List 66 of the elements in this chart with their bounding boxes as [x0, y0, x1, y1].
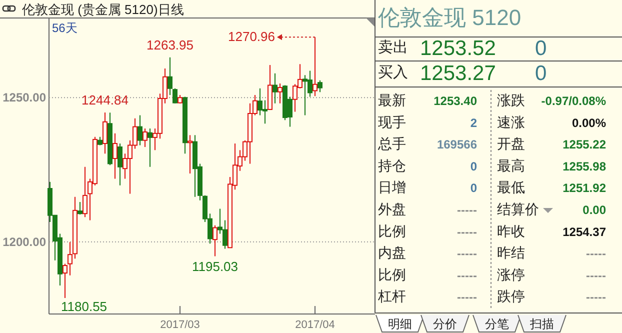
text: 跌停	[497, 288, 525, 304]
chart-title: 伦敦金现 (贵金属 5120)日线	[22, 2, 184, 17]
text: 持仓	[378, 157, 406, 174]
text: 最高	[497, 157, 525, 174]
x-tick-label: 2017/03	[160, 319, 200, 331]
annotation: 1263.95	[146, 37, 194, 52]
text: 速涨	[497, 114, 525, 130]
text: 0	[535, 37, 547, 60]
text: -----	[586, 268, 606, 282]
text: 卖出	[378, 39, 408, 56]
text: -----	[586, 246, 606, 261]
text: 日增	[378, 179, 406, 196]
candlestick	[102, 112, 108, 154]
text: 1255.22	[562, 138, 606, 152]
text: 比例	[378, 222, 406, 239]
annotation: 1244.84	[82, 92, 128, 108]
text: 结算价	[497, 201, 539, 217]
text: 169566	[436, 138, 478, 152]
candlestick	[312, 36, 318, 97]
text: 涨停	[497, 266, 525, 282]
candlestick	[272, 72, 278, 104]
text: 比例	[378, 266, 406, 282]
text: -----	[457, 224, 477, 239]
text: 1254.37	[562, 224, 606, 239]
text: 2	[470, 116, 478, 130]
text: 0	[470, 181, 478, 196]
text: 0.00%	[572, 116, 606, 130]
text: 开盘	[497, 136, 525, 152]
text: -----	[457, 268, 477, 282]
text: 涨跌	[497, 92, 525, 108]
annotation: 1270.96	[228, 29, 275, 44]
text: 伦敦金现 5120	[378, 5, 522, 30]
text: 1253.40	[434, 94, 478, 108]
candlestick	[148, 128, 152, 168]
candlestick	[68, 242, 72, 276]
text: 昨收	[497, 222, 525, 239]
text: 外盘	[378, 201, 406, 217]
text: 买入	[378, 64, 408, 81]
y-tick-label: 1250.00	[2, 90, 46, 105]
text: 杠杆	[377, 288, 406, 304]
text: 内盘	[378, 244, 406, 261]
text: 昨结	[497, 244, 525, 261]
candlestick	[188, 134, 192, 174]
text: 0	[535, 62, 547, 85]
text: 最新	[378, 92, 406, 108]
text: 1251.92	[562, 181, 606, 196]
text: -----	[457, 290, 477, 304]
annotation: 56天	[52, 21, 78, 35]
candlestick	[72, 196, 78, 260]
text: -----	[457, 246, 477, 261]
text: 1255.98	[562, 159, 606, 174]
text: 1253.52	[420, 37, 496, 60]
text: 0	[470, 159, 478, 174]
text: 现手	[378, 114, 406, 130]
x-tick-label: 2017/04	[295, 319, 335, 331]
text: 最低	[497, 179, 525, 196]
text: -----	[457, 203, 477, 217]
y-tick-label: 1200.00	[2, 234, 46, 249]
text: -----	[586, 290, 606, 304]
annotation: 1180.55	[61, 299, 108, 314]
text: -0.97/0.08%	[541, 94, 606, 108]
candlestick	[112, 132, 118, 180]
text: 0.00	[582, 203, 606, 217]
text: 总手	[377, 136, 406, 152]
text: 1253.27	[420, 62, 496, 85]
annotation: 1195.03	[192, 259, 238, 274]
